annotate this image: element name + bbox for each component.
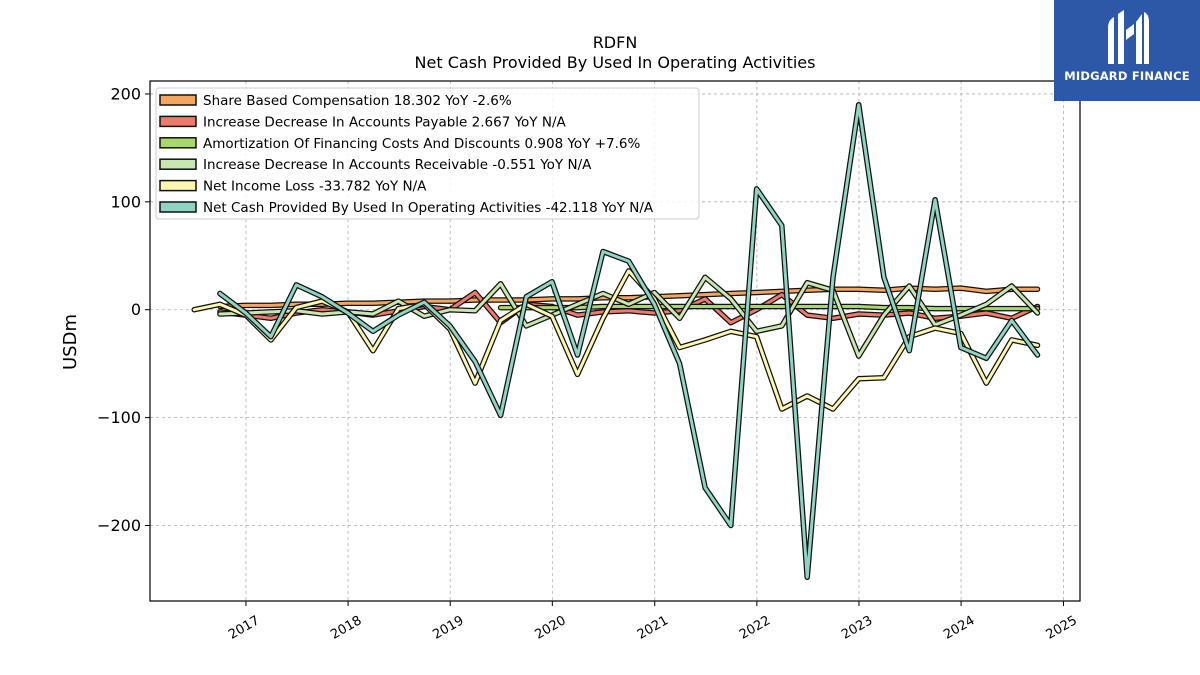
x-tick-label: 2020 (532, 613, 568, 643)
logo-text: MIDGARD FINANCE (1064, 69, 1190, 83)
y-tick-label: 100 (110, 192, 141, 211)
legend-label: Amortization Of Financing Costs And Disc… (203, 136, 640, 152)
legend-label: Increase Decrease In Accounts Payable 2.… (203, 114, 566, 130)
series-line (217, 285, 1041, 310)
legend-label: Net Cash Provided By Used In Operating A… (203, 200, 654, 216)
chart-title: RDFN (593, 33, 638, 52)
legend-swatch (159, 115, 197, 128)
series-line (217, 274, 1041, 359)
series-stroke (218, 275, 1039, 358)
x-tick-label: 2025 (1044, 613, 1080, 643)
legend-swatch (159, 158, 197, 170)
midgard-finance-logo: MIDGARD FINANCE (1054, 0, 1200, 101)
plot-series (191, 101, 1041, 581)
legend-label: Share Based Compensation 18.302 YoY -2.6… (203, 93, 512, 109)
legend-box (155, 87, 700, 220)
x-tick-label: 2022 (737, 613, 773, 643)
y-axis-label: USDm (60, 314, 81, 370)
x-tick-label: 2018 (328, 613, 364, 643)
series-line (217, 101, 1041, 581)
y-tick-label: −100 (97, 408, 141, 427)
legend-swatch (159, 137, 197, 149)
x-tick-label: 2019 (430, 613, 466, 643)
x-tick-label: 2021 (635, 613, 671, 643)
y-tick-label: −200 (97, 516, 141, 535)
logo-mark-icon (1108, 10, 1149, 64)
legend-swatch (159, 94, 197, 106)
legend-label: Net Income Loss -33.782 YoY N/A (203, 179, 427, 195)
x-tick-label: 2024 (941, 613, 977, 643)
legend-label: Increase Decrease In Accounts Receivable… (203, 157, 592, 173)
legend-swatch (159, 179, 197, 192)
chart-subtitle: Net Cash Provided By Used In Operating A… (415, 53, 816, 72)
x-tick-label: 2023 (839, 613, 875, 643)
series-stroke (218, 286, 1039, 308)
series-stroke (218, 103, 1039, 579)
series-line (497, 303, 1041, 312)
x-tick-label: 2017 (226, 613, 262, 643)
y-tick-label: 200 (110, 84, 141, 103)
y-tick-label: 0 (131, 300, 141, 319)
plot-frame (149, 80, 1081, 602)
legend: Share Based Compensation 18.302 YoY -2.6… (155, 87, 700, 220)
legend-swatch (159, 201, 197, 213)
